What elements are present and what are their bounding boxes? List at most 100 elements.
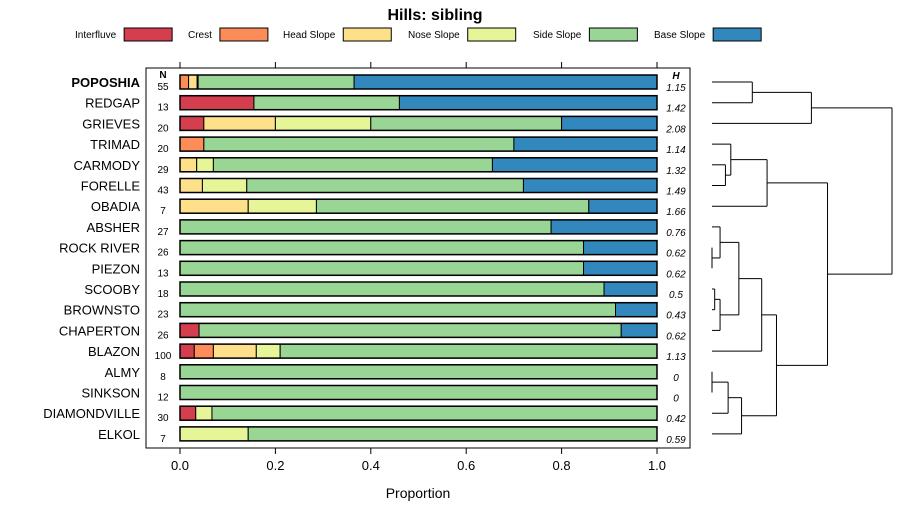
bar-segment: [253, 95, 400, 111]
h-value: 0: [673, 394, 679, 405]
h-value: 1.42: [666, 104, 686, 115]
bar-segment: [179, 115, 205, 131]
bar-row: ELKOL 7 0.59: [98, 426, 686, 446]
bar-segment: [620, 322, 658, 338]
bar-outline: [179, 74, 658, 90]
bar-segment: [179, 302, 617, 318]
bar-segment: [274, 115, 372, 131]
bar-row: CHAPERTON 26 0.62: [59, 322, 686, 342]
n-value: 30: [157, 413, 169, 424]
legend-swatch: [588, 27, 638, 42]
bar-segment: [588, 198, 658, 214]
h-value: 0.62: [666, 249, 686, 260]
bar-segment: [179, 219, 552, 235]
bar-segment: [198, 322, 622, 338]
h-value: 0.62: [666, 269, 686, 280]
x-tick-label: 0.6: [457, 458, 475, 473]
n-value: 8: [160, 372, 166, 383]
h-value: 1.15: [666, 83, 686, 94]
bar-segment: [212, 343, 257, 359]
bar-row: REDGAP 13 1.42: [85, 94, 686, 115]
x-tick-label: 0.2: [266, 458, 284, 473]
bar-row: OBADIA 7 1.66: [91, 198, 686, 218]
bar-segment: [247, 426, 658, 442]
bar-segment: [315, 198, 590, 214]
h-value: 1.32: [666, 166, 686, 177]
bar-segment: [197, 74, 355, 90]
bar-segment: [179, 364, 658, 380]
n-value: 29: [157, 165, 169, 176]
bar-outline: [179, 426, 658, 442]
n-value: 23: [157, 310, 169, 321]
h-value: 0.5: [669, 290, 683, 301]
x-tick-label: 1.0: [648, 458, 666, 473]
bar-row: GRIEVES 20 2.08: [82, 115, 686, 135]
legend-label: Nose Slope: [408, 30, 460, 41]
legend-label: Side Slope: [533, 30, 582, 41]
bar-segment: [583, 240, 658, 256]
legend-label: Crest: [188, 30, 212, 41]
bar-segment: [188, 74, 198, 90]
bar-segment: [179, 281, 605, 297]
bar-row: ABSHER 27 0.76: [87, 219, 686, 239]
bar-outline: [179, 94, 658, 111]
bar-outline: [179, 219, 658, 235]
bar-row: BLAZON 100 1.13: [88, 343, 686, 363]
dendrogram: [711, 81, 893, 435]
bar-segment: [179, 95, 255, 111]
bar-outline: [179, 343, 658, 359]
bar-segment: [247, 198, 317, 214]
category-label: OBADIA: [91, 199, 140, 214]
x-axis: 0.0 0.2 0.4 0.6 0.8 1.0: [171, 62, 666, 473]
category-label: ABSHER: [87, 220, 140, 235]
h-value: 2.08: [665, 124, 686, 135]
n-value: 20: [157, 123, 169, 134]
category-label: CARMODY: [74, 158, 141, 173]
category-label: ROCK RIVER: [59, 241, 140, 256]
bar-outline: [179, 239, 658, 256]
bar-segment: [279, 343, 658, 359]
legend-item: Interfluve: [75, 27, 173, 42]
bar-segment: [353, 74, 658, 90]
bar-row: ROCK RIVER 26 0.62: [59, 239, 686, 260]
bar-outline: [179, 260, 658, 277]
bar-row: SINKSON 12 0: [81, 384, 679, 405]
category-label: SCOOBY: [84, 282, 140, 297]
n-value: 13: [157, 103, 169, 114]
h-value: 0.62: [666, 331, 686, 342]
h-value: 0.42: [666, 414, 686, 425]
category-label: FORELLE: [81, 179, 141, 194]
bar-segment: [179, 322, 200, 338]
bar-outline: [179, 364, 658, 380]
h-value: 0: [673, 373, 679, 384]
category-label: REDGAP: [85, 96, 140, 111]
bar-row: FORELLE 43 1.49: [81, 177, 686, 198]
legend-item: Crest: [188, 27, 269, 42]
bar-segment: [513, 136, 658, 152]
legend-swatch: [219, 27, 269, 42]
category-label: ALMY: [105, 365, 141, 380]
bar-segment: [179, 157, 198, 173]
bar-segment: [491, 157, 658, 173]
bar-segment: [179, 178, 203, 193]
bar-segment: [615, 302, 658, 318]
legend: Interfluve Crest Head Slope Nose Slope Side …: [75, 27, 762, 42]
category-label: SINKSON: [81, 386, 140, 401]
bar-segment: [203, 136, 515, 152]
bar-segment: [561, 115, 658, 131]
bar-segment: [196, 157, 214, 173]
bar-segment: [179, 260, 585, 276]
bar-segment: [179, 198, 249, 214]
bar-segment: [179, 136, 205, 152]
legend-item: Head Slope: [283, 27, 392, 42]
category-label: TRIMAD: [90, 137, 140, 152]
category-label: BROWNSTO: [64, 303, 140, 318]
n-value: 55: [157, 82, 169, 93]
bar-segment: [398, 95, 658, 111]
bar-segment: [370, 115, 563, 131]
bar-outline: [179, 198, 658, 214]
h-value: 1.49: [666, 187, 686, 198]
legend-label: Interfluve: [75, 30, 117, 41]
h-header: H: [672, 71, 680, 82]
